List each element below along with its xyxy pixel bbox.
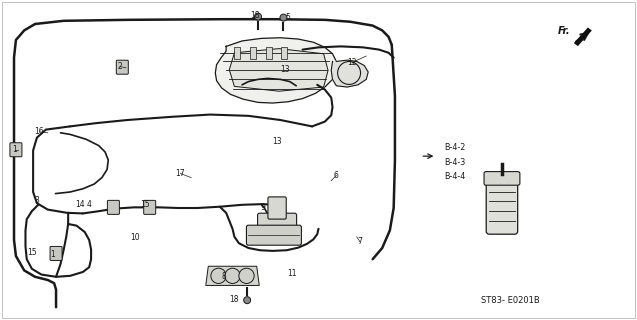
Circle shape (255, 13, 261, 20)
Text: 16: 16 (34, 127, 45, 136)
Text: 4: 4 (87, 200, 92, 209)
Text: B-4-2: B-4-2 (445, 143, 466, 152)
Text: ST83- E0201B: ST83- E0201B (481, 296, 540, 305)
Text: 3: 3 (34, 196, 39, 205)
Text: 11: 11 (287, 269, 296, 278)
Text: 8: 8 (222, 272, 227, 281)
Text: 18: 18 (230, 295, 239, 304)
Polygon shape (331, 60, 368, 87)
Text: B-4-4: B-4-4 (445, 172, 466, 181)
Text: 10: 10 (130, 233, 140, 242)
FancyBboxPatch shape (144, 200, 155, 214)
Text: 13: 13 (280, 65, 290, 74)
FancyBboxPatch shape (268, 197, 286, 219)
Text: 1: 1 (50, 250, 55, 259)
Text: 15: 15 (27, 248, 37, 257)
Polygon shape (229, 49, 328, 91)
Text: 17: 17 (175, 169, 185, 178)
Circle shape (280, 14, 287, 21)
Text: 7: 7 (357, 237, 362, 246)
FancyBboxPatch shape (247, 225, 301, 245)
Bar (234, 47, 240, 59)
Polygon shape (206, 266, 259, 285)
FancyBboxPatch shape (117, 60, 128, 74)
FancyBboxPatch shape (50, 246, 62, 260)
Polygon shape (574, 28, 592, 46)
Bar (250, 47, 255, 59)
FancyBboxPatch shape (108, 200, 119, 214)
FancyBboxPatch shape (484, 172, 520, 185)
Bar (282, 47, 287, 59)
Bar (266, 47, 271, 59)
Text: 2: 2 (117, 62, 122, 71)
FancyBboxPatch shape (10, 143, 22, 157)
Text: 12: 12 (348, 58, 357, 67)
Circle shape (244, 297, 250, 304)
Text: 6: 6 (334, 171, 339, 180)
Circle shape (211, 268, 226, 284)
Text: 1: 1 (12, 145, 17, 154)
FancyBboxPatch shape (486, 179, 518, 234)
FancyBboxPatch shape (257, 213, 297, 235)
Polygon shape (215, 38, 336, 103)
Text: 15: 15 (140, 200, 150, 209)
Text: 5: 5 (285, 13, 290, 22)
Text: B-4-3: B-4-3 (445, 158, 466, 167)
Text: 13: 13 (272, 137, 282, 146)
Circle shape (225, 268, 240, 284)
Text: Fr.: Fr. (558, 26, 571, 36)
Text: 14: 14 (75, 200, 85, 209)
Circle shape (239, 268, 254, 284)
Text: 9: 9 (260, 203, 265, 212)
Text: 18: 18 (250, 11, 259, 20)
